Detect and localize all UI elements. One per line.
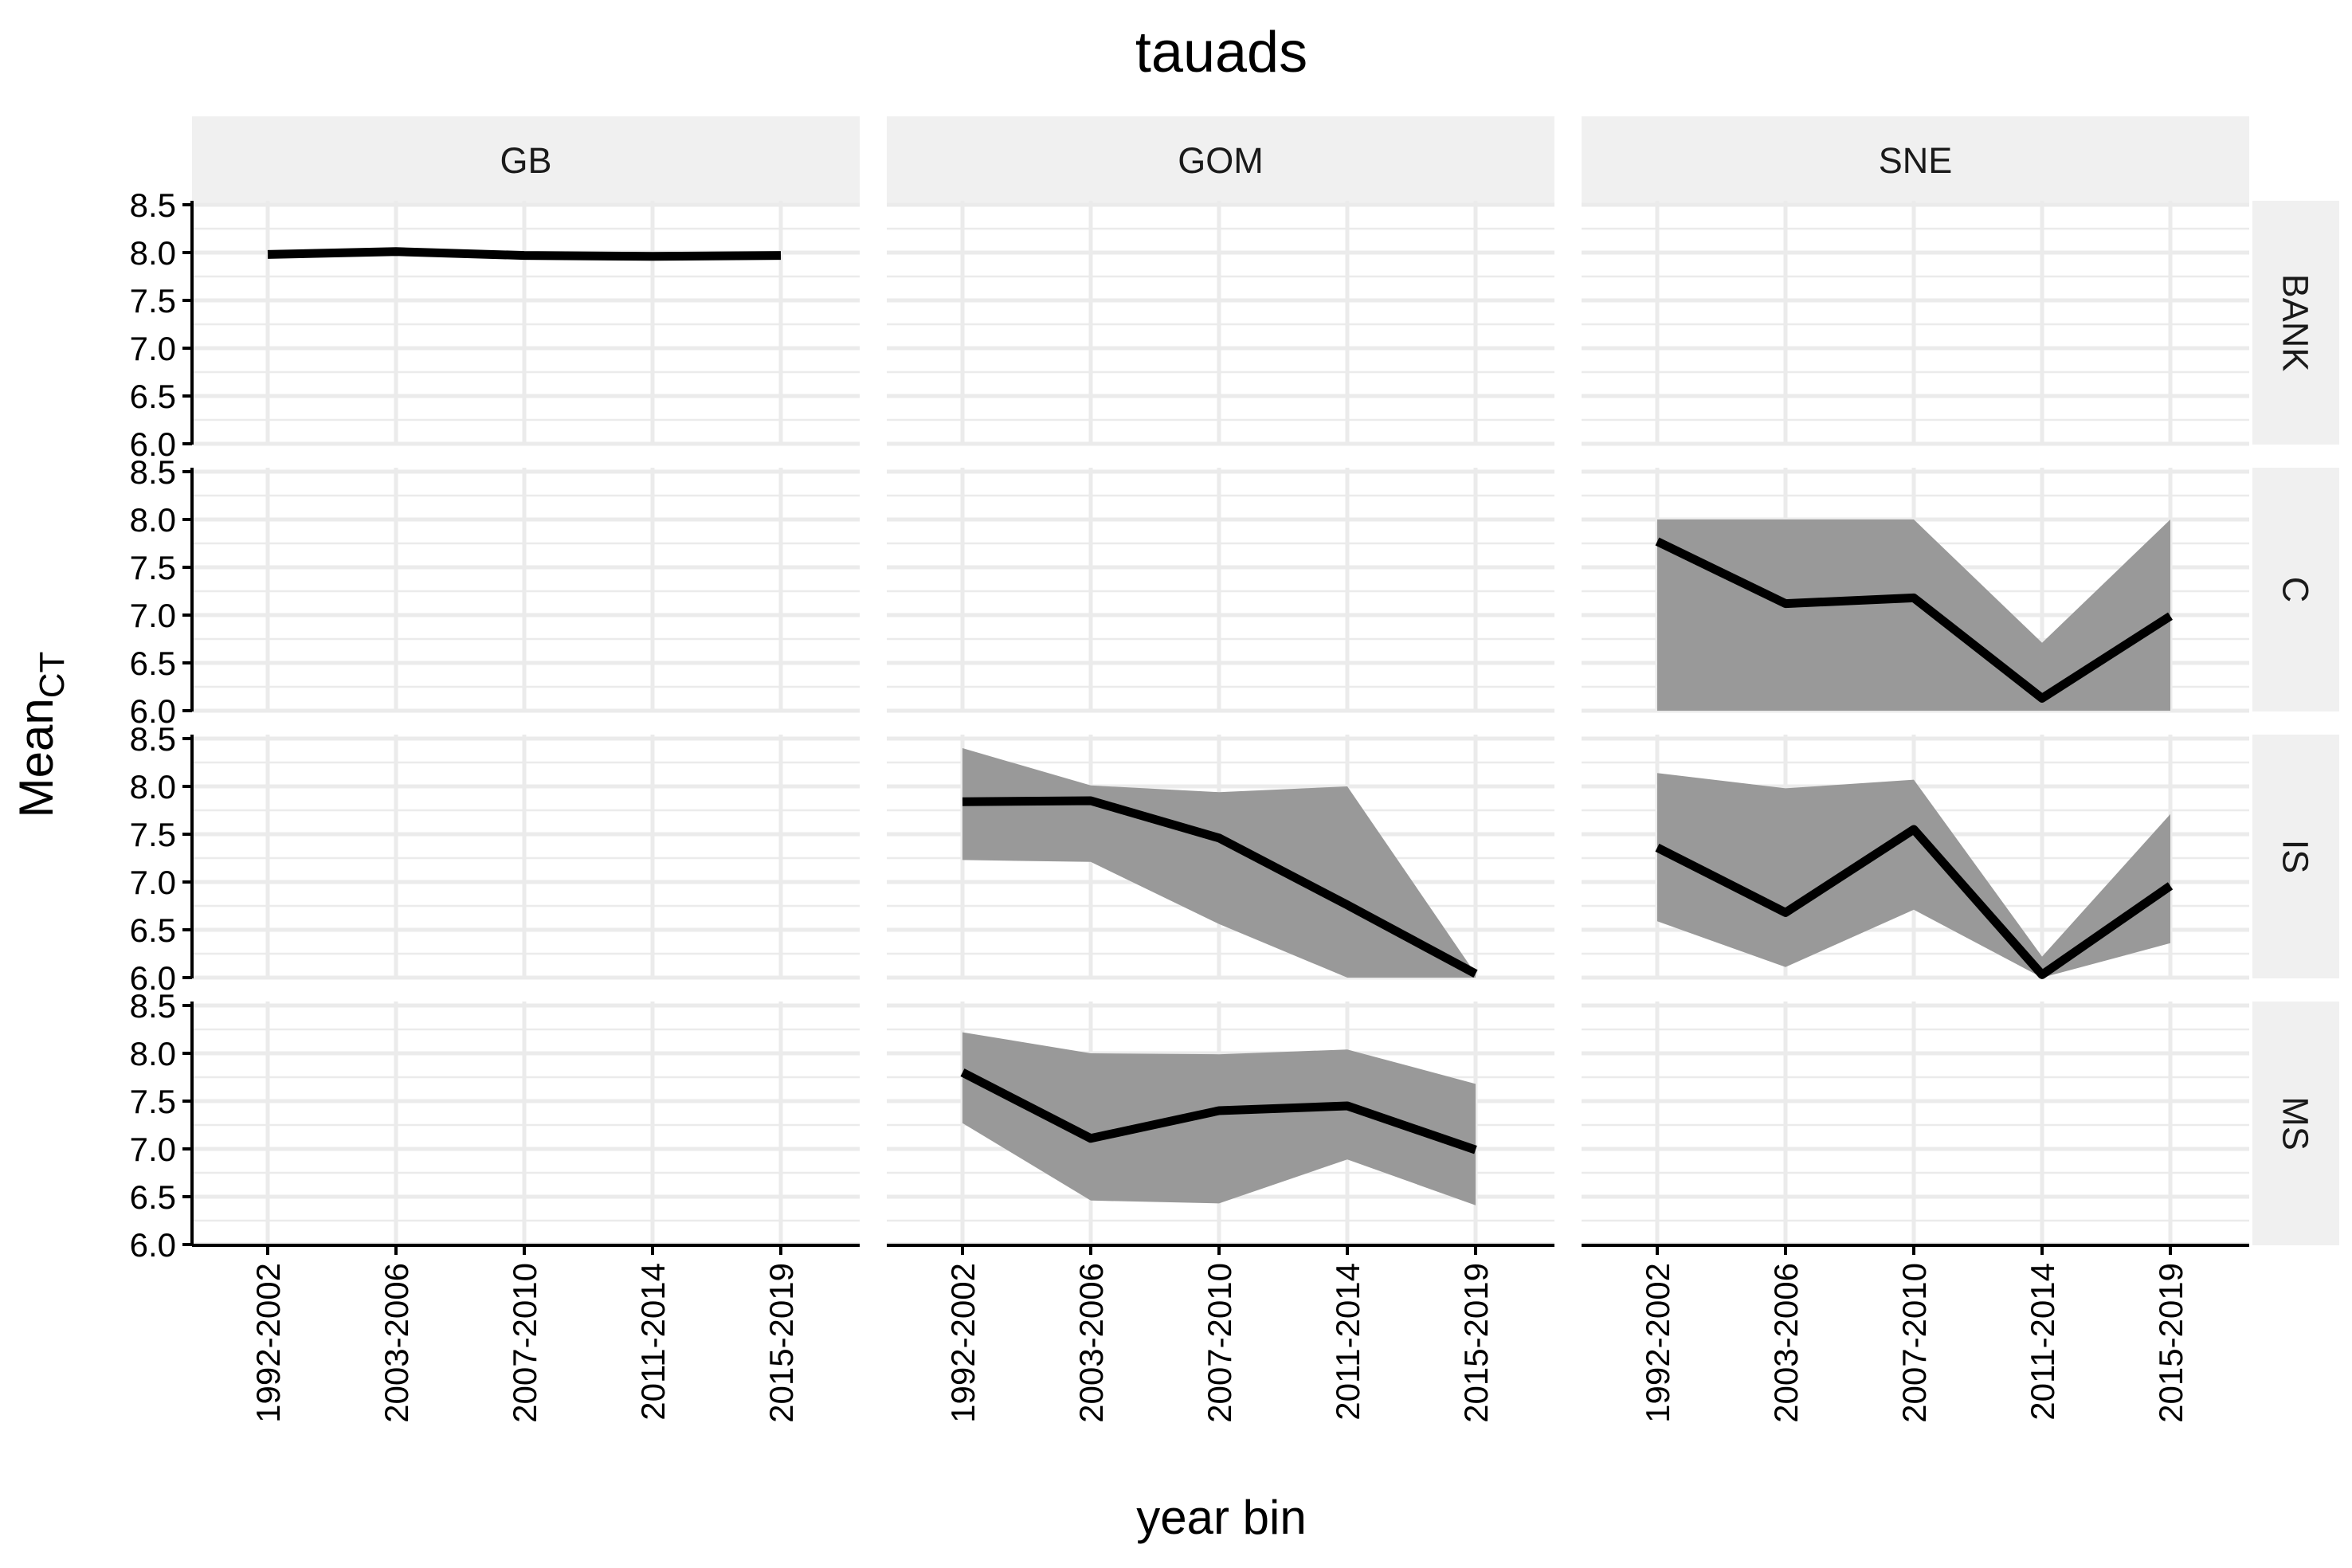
x-tick-label: 2015-2019 bbox=[2152, 1263, 2189, 1423]
chart-title: tauads bbox=[1135, 21, 1307, 84]
y-tick-label: 6.0 bbox=[130, 1226, 176, 1264]
panel-gb-c bbox=[192, 468, 860, 713]
y-tick-label: 8.5 bbox=[130, 453, 176, 491]
x-tick-label: 2003-2006 bbox=[1072, 1263, 1110, 1423]
panel-gb-bank bbox=[192, 201, 860, 446]
panel-sne-ms bbox=[1582, 1002, 2249, 1247]
mean-line bbox=[960, 1068, 1477, 1154]
y-axis-ms: 6.0 6.5 7.0 7.5 8.0 8.5 bbox=[130, 987, 194, 1264]
x-tick-label: 2003-2006 bbox=[1767, 1263, 1805, 1423]
y-tick-label: 8.5 bbox=[130, 987, 176, 1025]
y-tick-label: 7.0 bbox=[130, 597, 176, 634]
panel-sne-is bbox=[1582, 735, 2249, 980]
y-tick-label: 8.5 bbox=[130, 720, 176, 758]
y-tick-label: 7.5 bbox=[130, 816, 176, 853]
y-axis-title: MeanCT bbox=[10, 652, 72, 818]
strip-label-c: C bbox=[2276, 577, 2316, 603]
x-tick-label: 2007-2010 bbox=[1895, 1263, 1933, 1423]
y-tick-label: 8.0 bbox=[130, 768, 176, 806]
x-tick-label: 2007-2010 bbox=[506, 1263, 543, 1423]
strip-gb bbox=[192, 116, 860, 204]
y-axis-title-main: Mean bbox=[10, 698, 63, 817]
y-tick-label: 7.5 bbox=[130, 282, 176, 319]
strip-label-bank: BANK bbox=[2276, 274, 2316, 372]
panel-sne-bank bbox=[1582, 201, 2249, 446]
strip-label-sne: SNE bbox=[1879, 140, 1953, 181]
strip-is bbox=[2252, 735, 2339, 978]
x-tick-label: 2011-2014 bbox=[1329, 1263, 1366, 1421]
confidence-band bbox=[1657, 773, 2170, 978]
confidence-band bbox=[962, 748, 1476, 978]
x-tick-label: 2007-2010 bbox=[1201, 1263, 1238, 1423]
strip-label-gb: GB bbox=[500, 140, 551, 181]
y-tick-label: 6.5 bbox=[130, 1178, 176, 1216]
strip-gom bbox=[887, 116, 1554, 204]
y-axis-is: 6.0 6.5 7.0 7.5 8.0 8.5 bbox=[130, 720, 194, 997]
facet-panels: GB GOM SNEBANKCISMS6.06.57.07.58.08.56.06.… bbox=[130, 116, 2339, 1423]
y-axis-bank: 6.0 6.5 7.0 7.5 8.0 8.5 bbox=[130, 186, 194, 463]
x-tick-label: 1992-2002 bbox=[249, 1263, 287, 1423]
y-tick-label: 8.5 bbox=[130, 186, 176, 224]
y-tick-label: 8.0 bbox=[130, 234, 176, 272]
x-tick-label: 2003-2006 bbox=[378, 1263, 415, 1423]
y-tick-label: 6.0 bbox=[130, 692, 176, 730]
y-tick-label: 6.0 bbox=[130, 425, 176, 463]
y-axis-c: 6.0 6.5 7.0 7.5 8.0 8.5 bbox=[130, 453, 194, 730]
y-tick-label: 6.0 bbox=[130, 959, 176, 997]
y-tick-label: 8.0 bbox=[130, 1035, 176, 1072]
y-tick-label: 6.5 bbox=[130, 911, 176, 949]
panel-gom-is bbox=[887, 735, 1554, 980]
y-tick-label: 8.0 bbox=[130, 501, 176, 539]
x-tick-label: 2011-2014 bbox=[2024, 1263, 2061, 1421]
strip-label-ms: MS bbox=[2276, 1096, 2316, 1151]
panel-gom-c bbox=[887, 468, 1554, 713]
y-axis-title-subscript: CT bbox=[33, 652, 72, 699]
strip-ms bbox=[2252, 1002, 2339, 1245]
confidence-band bbox=[962, 1032, 1476, 1205]
y-tick-label: 6.5 bbox=[130, 645, 176, 682]
y-tick-label: 6.5 bbox=[130, 378, 176, 415]
y-tick-label: 7.0 bbox=[130, 330, 176, 367]
mean-line bbox=[267, 247, 782, 261]
x-tick-label: 1992-2002 bbox=[944, 1263, 982, 1423]
x-tick-label: 2015-2019 bbox=[1457, 1263, 1495, 1423]
x-axis-title: year bin bbox=[1136, 1491, 1306, 1544]
strip-sne bbox=[1582, 116, 2249, 204]
strip-c bbox=[2252, 468, 2339, 711]
y-tick-label: 7.0 bbox=[130, 1131, 176, 1168]
x-axis-gb: 1992-2002 2003-2006 2007-2010 2011-2014 2015… bbox=[192, 1244, 860, 1423]
x-axis-gom: 1992-2002 2003-2006 2007-2010 2011-2014 2015… bbox=[887, 1244, 1554, 1423]
mean-line bbox=[1655, 825, 2174, 979]
strip-label-gom: GOM bbox=[1178, 140, 1264, 181]
mean-line bbox=[1655, 537, 2173, 703]
y-tick-label: 7.5 bbox=[130, 549, 176, 586]
x-tick-label: 2015-2019 bbox=[762, 1263, 800, 1423]
x-axis-sne: 1992-2002 2003-2006 2007-2010 2011-2014 2015… bbox=[1582, 1244, 2249, 1423]
x-tick-label: 2011-2014 bbox=[634, 1263, 672, 1421]
x-tick-label: 1992-2002 bbox=[1639, 1263, 1676, 1423]
strip-bank bbox=[2252, 201, 2339, 445]
panel-sne-c bbox=[1582, 468, 2249, 713]
panel-gb-is bbox=[192, 735, 860, 980]
strip-label-is: IS bbox=[2276, 840, 2316, 874]
y-tick-label: 7.5 bbox=[130, 1083, 176, 1120]
mean-line bbox=[962, 796, 1478, 978]
confidence-band bbox=[1657, 519, 2170, 711]
y-tick-label: 7.0 bbox=[130, 864, 176, 901]
panel-gom-bank bbox=[887, 201, 1554, 446]
